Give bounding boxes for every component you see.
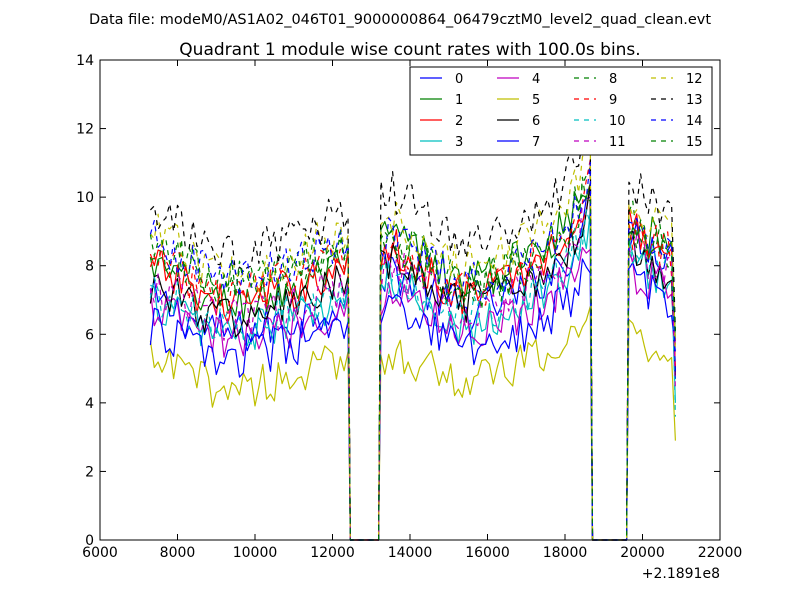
x-offset-label: +2.1891e8 (642, 566, 720, 582)
y-tick-label: 6 (85, 327, 94, 343)
legend-label-2: 2 (455, 114, 463, 129)
axis-ticks: 6000 8000 10000 12000 14000 16000 18000 20000 22… (76, 53, 742, 561)
x-tick-label: 8000 (160, 545, 196, 561)
legend-label-11: 11 (609, 135, 626, 150)
x-tick-label: 18000 (543, 545, 588, 561)
series-line-12 (149, 122, 676, 541)
x-tick-label: 20000 (620, 545, 665, 561)
y-tick-label: 2 (85, 464, 94, 480)
x-tick-label: 12000 (310, 545, 355, 561)
series-line-7 (149, 258, 676, 541)
y-tick-label: 4 (85, 396, 94, 412)
y-tick-label: 8 (85, 259, 94, 275)
series-line-3 (150, 211, 676, 541)
data-lines (149, 121, 676, 541)
series-line-11 (149, 197, 676, 541)
series-line-13 (149, 121, 676, 541)
legend-label-8: 8 (609, 72, 617, 87)
legend-label-15: 15 (686, 135, 703, 150)
y-tick-label: 0 (85, 533, 94, 549)
legend-label-12: 12 (686, 72, 703, 87)
legend-label-7: 7 (532, 135, 540, 150)
legend-frame (409, 66, 713, 156)
legend-label-3: 3 (455, 135, 463, 150)
series-line-9 (149, 159, 676, 541)
chart-title: Quadrant 1 module wise count rates with … (179, 40, 640, 60)
series-line-5 (149, 306, 676, 541)
series-line-15 (149, 176, 676, 541)
legend-label-0: 0 (455, 72, 463, 87)
legend-label-6: 6 (532, 114, 540, 129)
x-tick-label: 10000 (233, 545, 278, 561)
y-tick-label: 10 (76, 190, 94, 206)
legend-label-4: 4 (532, 72, 540, 87)
legend-label-1: 1 (455, 93, 463, 108)
legend-label-14: 14 (686, 114, 703, 129)
x-tick-label: 6000 (82, 545, 118, 561)
x-tick-label: 22000 (698, 545, 743, 561)
figure-suptitle: Data file: modeM0/AS1A02_046T01_90000008… (89, 12, 711, 28)
series-line-4 (149, 246, 676, 541)
y-tick-label: 14 (76, 53, 94, 69)
x-tick-label: 14000 (388, 545, 433, 561)
series-line-10 (149, 209, 676, 541)
legend-label-9: 9 (609, 93, 617, 108)
legend-label-13: 13 (686, 93, 703, 108)
x-tick-label: 16000 (465, 545, 510, 561)
y-tick-label: 12 (76, 122, 94, 138)
legend-label-10: 10 (609, 114, 626, 129)
series-line-14 (149, 161, 676, 541)
legend-label-5: 5 (532, 93, 540, 108)
